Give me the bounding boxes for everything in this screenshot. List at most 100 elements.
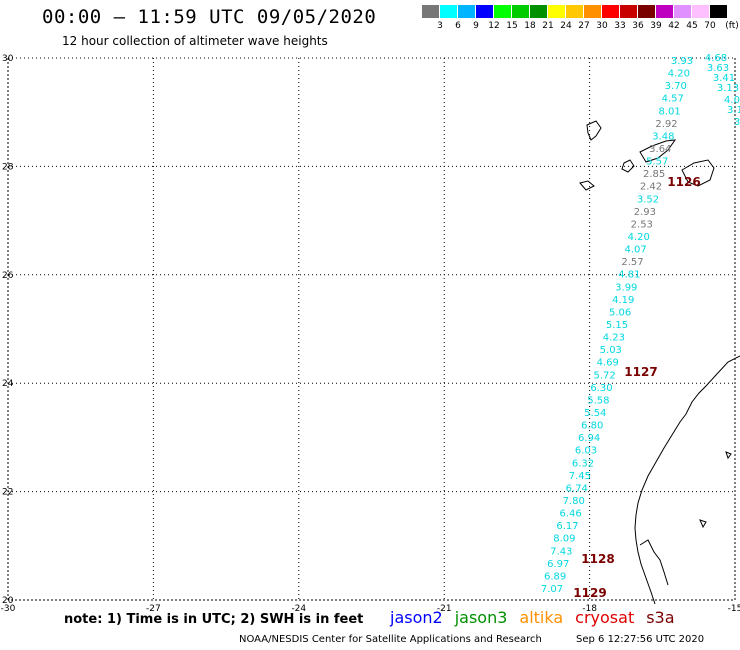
wave-height-label: 2.57 bbox=[621, 257, 643, 268]
wave-height-label: 7.43 bbox=[550, 546, 572, 557]
color-scale-tick: 18 bbox=[524, 21, 536, 31]
wave-height-label: 4.69 bbox=[597, 358, 619, 369]
color-scale-tick: 6 bbox=[455, 21, 461, 31]
satellite-legend-item: s3a bbox=[646, 608, 675, 627]
wave-height-label: 6.46 bbox=[559, 509, 581, 520]
island-small-1 bbox=[699, 519, 707, 529]
longitude-tick-label: -18 bbox=[582, 604, 597, 614]
satellite-legend: jason2 jason3 altika cryosat s3a bbox=[390, 608, 675, 627]
longitude-tick-label: -27 bbox=[146, 604, 161, 614]
wave-height-label: 3.48 bbox=[652, 131, 674, 142]
color-swatch bbox=[620, 5, 638, 18]
wave-height-label: 6.03 bbox=[575, 446, 597, 457]
wave-height-label: 6.32 bbox=[572, 458, 594, 469]
wave-height-label: 5.57 bbox=[646, 157, 668, 168]
wave-height-label: 2.92 bbox=[655, 119, 677, 130]
wave-height-label: 4.20 bbox=[668, 69, 690, 80]
island-small-2 bbox=[725, 451, 732, 460]
map-title: 00:00 – 11:59 UTC 09/05/2020 bbox=[42, 6, 377, 28]
wave-height-label: 3.70 bbox=[665, 81, 687, 92]
wave-height-label: 5.06 bbox=[609, 307, 631, 318]
map-subtitle: 12 hour collection of altimeter wave hei… bbox=[62, 34, 328, 48]
color-scale-tick: 36 bbox=[632, 21, 644, 31]
wave-height-label: 3.64 bbox=[649, 144, 671, 155]
color-scale-tick: 9 bbox=[473, 21, 479, 31]
longitude-tick-label: -24 bbox=[291, 604, 306, 614]
wave-height-label: 5.72 bbox=[593, 370, 615, 381]
island-tenerife bbox=[639, 139, 677, 163]
wave-height-label: 4.81 bbox=[618, 270, 640, 281]
latitude-tick-label: 30 bbox=[2, 54, 14, 64]
latitude-tick-label: 22 bbox=[2, 488, 13, 498]
satellite-legend-item: altika bbox=[519, 608, 564, 627]
color-scale-tick: 70 bbox=[704, 21, 716, 31]
color-swatch bbox=[566, 5, 584, 18]
color-scale-tick: 30 bbox=[596, 21, 608, 31]
color-swatch bbox=[476, 5, 494, 18]
footer-note: note: 1) Time is in UTC; 2) SWH is in fe… bbox=[64, 612, 364, 627]
wave-height-label: 3 bbox=[734, 117, 740, 128]
wave-height-label: 5.58 bbox=[587, 395, 609, 406]
coastline bbox=[579, 120, 740, 605]
wave-height-label: 7.07 bbox=[541, 584, 563, 595]
wave-height-label: 3.1 bbox=[727, 105, 740, 116]
wave-height-label: 3.13 bbox=[717, 83, 739, 94]
color-scale-tick: 12 bbox=[488, 21, 500, 31]
island-fuerteventura bbox=[681, 159, 715, 187]
color-swatch bbox=[458, 5, 476, 18]
track-id-label: 1129 bbox=[573, 586, 606, 600]
color-swatch bbox=[440, 5, 458, 18]
wave-height-label: 2.85 bbox=[643, 169, 665, 180]
wave-height-label: 4.23 bbox=[603, 333, 625, 344]
color-swatch bbox=[638, 5, 656, 18]
color-scale-tick: 15 bbox=[506, 21, 518, 31]
coastline-africa bbox=[634, 355, 740, 605]
wave-height-label: 3.99 bbox=[615, 282, 637, 293]
longitude-tick-label: -21 bbox=[437, 604, 452, 614]
color-scale-tick: 27 bbox=[578, 21, 590, 31]
island-el-hierro bbox=[579, 180, 595, 191]
map-frame bbox=[7, 57, 736, 601]
wave-height-label: 4.20 bbox=[628, 232, 650, 243]
wave-height-label: 3.41 bbox=[713, 73, 735, 84]
wave-height-label: 2.42 bbox=[640, 182, 662, 193]
color-scale-unit: (ft) bbox=[725, 21, 739, 31]
color-scale-tick: 24 bbox=[560, 21, 572, 31]
color-swatch bbox=[494, 5, 512, 18]
longitude-tick-label: -30 bbox=[1, 604, 16, 614]
island-gran-canaria bbox=[621, 159, 635, 173]
color-swatch bbox=[422, 5, 440, 18]
wave-height-label: 8.09 bbox=[553, 534, 575, 545]
wave-height-label: 6.97 bbox=[547, 559, 569, 570]
wave-height-label: 4.57 bbox=[662, 94, 684, 105]
wave-height-label: 8.01 bbox=[658, 106, 680, 117]
wave-height-label: 6.94 bbox=[578, 433, 600, 444]
color-scale-labels: 3 6 9 12 15 18 21 24 27 30 33 36 39 42 45 70 (ft) bbox=[422, 21, 740, 33]
island-la-palma bbox=[586, 120, 602, 141]
color-swatch bbox=[602, 5, 620, 18]
latitude-tick-label: 28 bbox=[2, 162, 14, 172]
latitude-tick-label: 26 bbox=[2, 271, 14, 281]
wave-height-label: 4.68 bbox=[705, 53, 727, 64]
wave-height-label: 6.17 bbox=[556, 521, 578, 532]
longitude-tick-label: -15 bbox=[728, 604, 740, 614]
wave-height-label: 6.74 bbox=[566, 483, 588, 494]
cape-verde-coast bbox=[639, 539, 669, 586]
color-scale-tick: 33 bbox=[614, 21, 626, 31]
wave-height-label: 7.45 bbox=[569, 471, 591, 482]
color-scale-tick: 21 bbox=[542, 21, 554, 31]
color-swatch bbox=[548, 5, 566, 18]
color-swatch bbox=[656, 5, 674, 18]
color-swatch bbox=[710, 5, 728, 18]
wave-height-label: 6.80 bbox=[581, 421, 603, 432]
wave-height-label: 5.03 bbox=[600, 345, 622, 356]
satellite-legend-item: cryosat bbox=[575, 608, 635, 627]
color-scale-tick: 3 bbox=[437, 21, 443, 31]
wave-height-label: 5.54 bbox=[584, 408, 606, 419]
wave-height-label: 2.53 bbox=[631, 219, 653, 230]
color-swatch bbox=[692, 5, 710, 18]
color-scale-tick: 42 bbox=[668, 21, 680, 31]
latitude-tick-label: 20 bbox=[2, 596, 14, 606]
track-id-label: 1128 bbox=[581, 552, 614, 566]
satellite-legend-item: jason3 bbox=[454, 608, 508, 627]
